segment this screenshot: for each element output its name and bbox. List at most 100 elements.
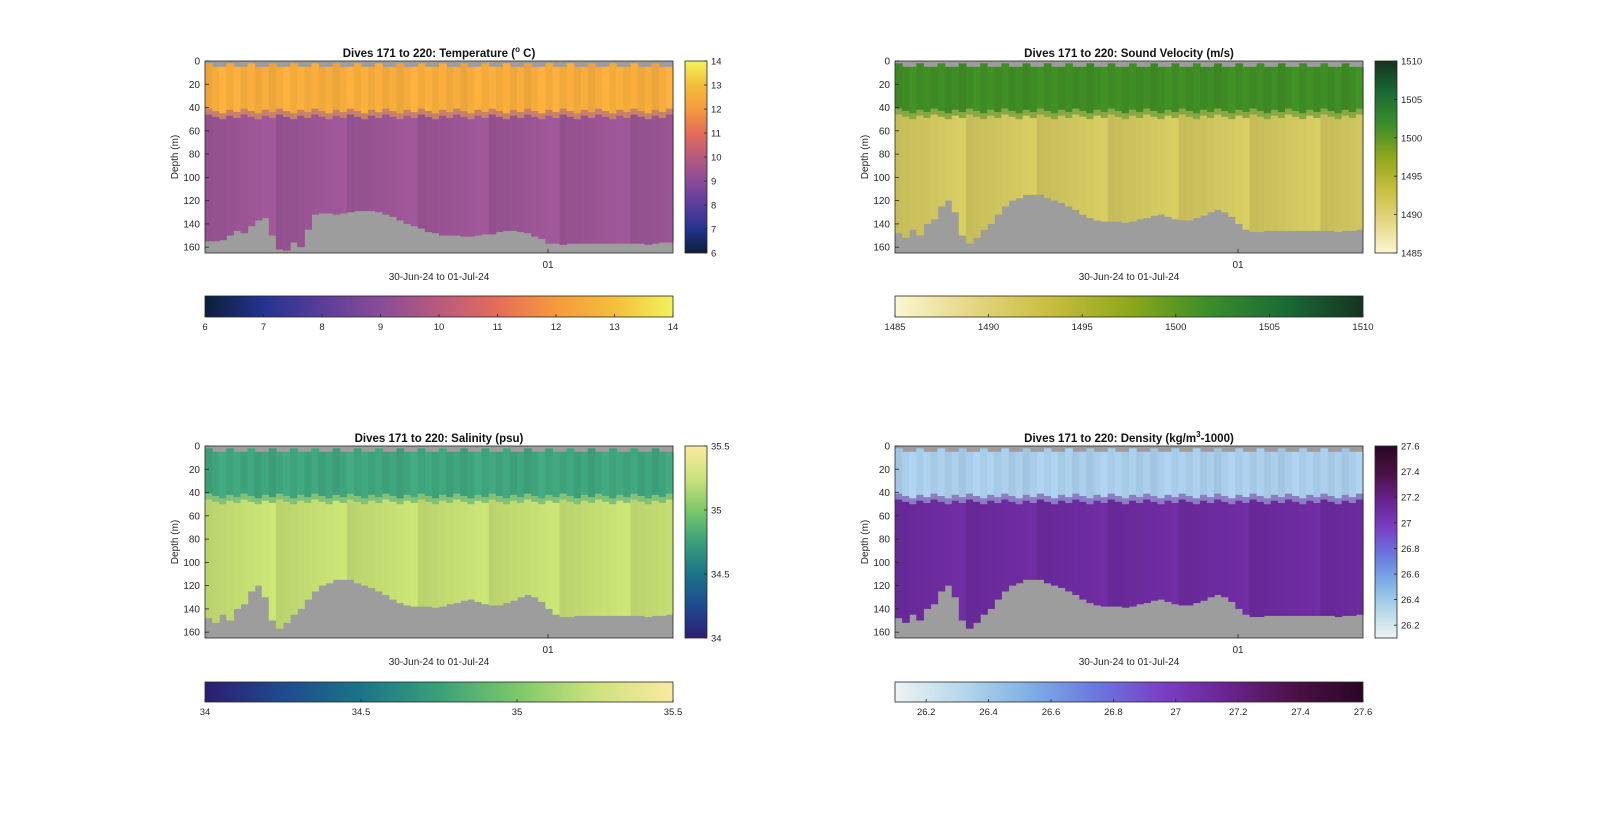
- deep-cell: [1143, 114, 1151, 219]
- deep-cell: [1199, 115, 1208, 216]
- surface-cell: [290, 63, 298, 114]
- deep-cell: [417, 499, 426, 607]
- deep-cell: [375, 118, 383, 213]
- transition-cell: [275, 108, 284, 115]
- surface-cell: [446, 66, 454, 113]
- surface-cell: [538, 451, 546, 499]
- transition-cell: [1150, 496, 1158, 502]
- transition-cell: [545, 494, 554, 501]
- transition-cell: [290, 498, 298, 505]
- deep-cell: [1086, 504, 1095, 604]
- surface-cell: [439, 448, 447, 495]
- colorbar-tick-label: 8: [711, 201, 716, 212]
- deep-cell: [474, 500, 483, 602]
- deep-cell: [930, 114, 939, 220]
- transition-cell: [930, 108, 939, 115]
- surface-cell: [226, 63, 234, 110]
- deep-cell: [616, 115, 624, 244]
- surface-cell: [247, 448, 256, 497]
- deep-cell: [304, 503, 312, 600]
- deep-cell: [488, 114, 497, 235]
- hcolorbar-tick-label: 6: [202, 322, 207, 333]
- deep-cell: [275, 499, 284, 629]
- surface-cell: [1171, 448, 1180, 498]
- surface-cell: [587, 448, 596, 498]
- transition-cell: [895, 493, 903, 500]
- y-tick-label: 100: [873, 558, 890, 569]
- deep-cell: [1136, 503, 1144, 605]
- transition-cell: [1143, 493, 1151, 500]
- transition-cell: [944, 498, 953, 505]
- transition-cell: [1292, 496, 1300, 502]
- transition-cell: [1029, 497, 1038, 504]
- deep-cell: [1051, 119, 1059, 201]
- surface-cell: [460, 63, 468, 112]
- hcolorbar-tick-label: 35.5: [664, 707, 683, 718]
- transition-cell: [1341, 494, 1350, 501]
- transition-cell: [538, 498, 546, 505]
- transition-cell: [467, 113, 476, 120]
- transition-cell: [1285, 493, 1293, 500]
- surface-cell: [325, 451, 334, 499]
- deep-cell: [254, 119, 263, 221]
- transition-cell: [580, 494, 589, 501]
- transition-cell: [219, 498, 227, 505]
- deep-cell: [937, 116, 946, 207]
- surface-cell: [368, 66, 376, 110]
- transition-cell: [304, 497, 312, 504]
- hcolorbar-tick-label: 1510: [1352, 322, 1373, 333]
- surface-cell: [410, 66, 419, 113]
- surface-cell: [467, 66, 476, 114]
- surface-cell: [658, 66, 667, 113]
- transition-cell: [311, 108, 320, 115]
- surface-cell: [573, 451, 582, 499]
- surface-cell: [1320, 448, 1329, 494]
- deep-cell: [1157, 119, 1166, 215]
- deep-cell: [1129, 115, 1137, 222]
- transition-cell: [410, 112, 419, 119]
- deep-cell: [1001, 114, 1010, 207]
- surface-cell: [545, 448, 554, 495]
- surface-cell: [1334, 66, 1343, 114]
- transition-cell: [1114, 496, 1123, 502]
- transition-cell: [389, 496, 398, 502]
- transition-cell: [446, 497, 454, 504]
- deep-cell: [595, 114, 603, 244]
- deep-cell: [1292, 116, 1300, 231]
- transition-cell: [368, 494, 376, 501]
- surface-cell: [1263, 451, 1272, 499]
- deep-cell: [275, 114, 284, 250]
- surface-cell: [1143, 451, 1151, 494]
- deep-cell: [1157, 504, 1166, 600]
- deep-cell: [580, 115, 589, 244]
- transition-cell: [339, 112, 348, 119]
- transition-cell: [1036, 108, 1045, 115]
- transition-cell: [240, 493, 249, 500]
- colorbar-tick-label: 11: [711, 129, 721, 140]
- deep-cell: [1008, 116, 1017, 201]
- transition-cell: [1207, 112, 1215, 119]
- transition-cell: [973, 111, 981, 117]
- deep-cell: [1277, 503, 1286, 616]
- transition-cell: [424, 496, 433, 502]
- surface-cell: [580, 66, 589, 110]
- transition-cell: [233, 497, 242, 504]
- deep-cell: [467, 504, 476, 600]
- surface-cell: [1334, 451, 1343, 499]
- surface-cell: [325, 66, 334, 114]
- y-axis-label: Depth (m): [860, 520, 871, 564]
- deep-cell: [609, 504, 617, 616]
- transition-cell: [1001, 493, 1010, 500]
- deep-cell: [446, 503, 454, 605]
- deep-cell: [205, 114, 213, 242]
- surface-cell: [1072, 66, 1080, 109]
- deep-cell: [1093, 115, 1102, 221]
- deep-cell: [566, 501, 575, 618]
- transition-cell: [552, 497, 561, 504]
- deep-cell: [1256, 116, 1265, 233]
- deep-cell: [1178, 499, 1187, 606]
- surface-cell: [1129, 448, 1137, 495]
- surface-cell: [580, 451, 589, 495]
- transition-cell: [219, 113, 227, 120]
- deep-cell: [453, 499, 461, 604]
